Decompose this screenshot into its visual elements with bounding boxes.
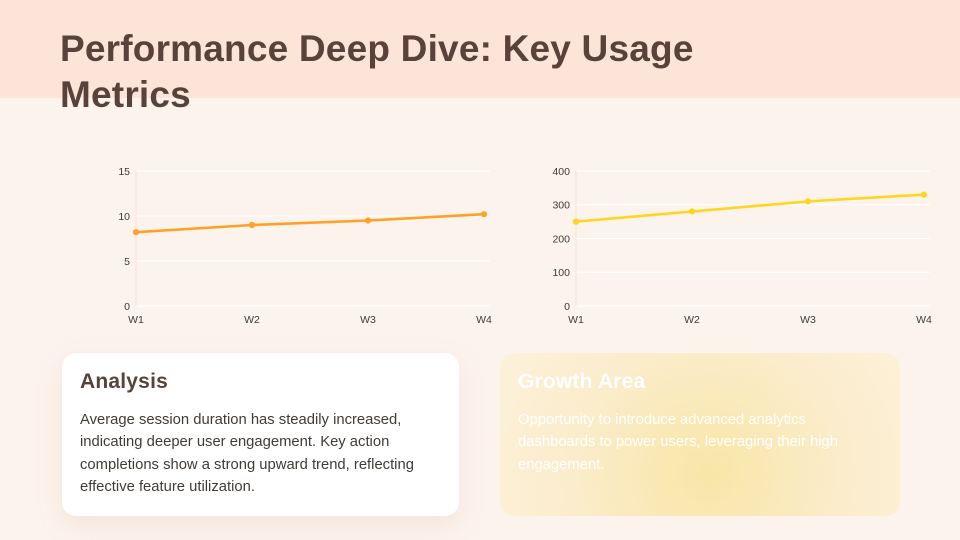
growth-area-card-heading: Growth Area: [518, 370, 646, 393]
data-point: [480, 211, 488, 218]
y-axis-tick-label: 0: [124, 301, 130, 313]
data-point: [920, 191, 928, 198]
x-axis-tick-label: W3: [360, 314, 376, 326]
data-point: [572, 218, 580, 225]
x-axis-tick-label: W2: [244, 314, 260, 326]
completions-line-chart-canvas: 0 100 200 300 400 W1 W2 W3 W4: [552, 166, 932, 326]
y-axis-tick-label: 10: [118, 211, 130, 223]
analysis-card: Analysis Average session duration has st…: [62, 353, 459, 516]
analysis-card-heading: Analysis: [80, 370, 168, 393]
data-point: [688, 208, 696, 215]
data-point: [132, 229, 140, 236]
growth-area-card-body: Opportunity to introduce advanced analyt…: [518, 412, 838, 473]
data-line: [574, 193, 926, 223]
analysis-card-body: Average session duration has steadily in…: [80, 412, 414, 496]
y-axis-tick-label: 300: [552, 200, 570, 212]
y-axis-tick-label: 15: [118, 166, 130, 178]
x-axis-tick-label: W1: [568, 314, 584, 326]
y-axis-tick-label: 400: [552, 166, 570, 178]
data-point: [804, 198, 812, 205]
sessions-line-chart-canvas: 0 5 10 15 W1 W2 W3 W4: [118, 166, 492, 326]
x-axis-tick-label: W4: [476, 314, 492, 326]
y-axis-tick-label: 5: [124, 256, 130, 268]
data-point: [248, 221, 256, 229]
completions-line-chart: 0 100 200 300 400 W1 W2 W3 W4: [540, 156, 940, 328]
data-point: [364, 217, 372, 224]
sessions-line-chart: 0 5 10 15 W1 W2 W3 W4: [100, 156, 500, 328]
x-axis-tick-label: W1: [128, 314, 144, 326]
x-axis-tick-label: W4: [916, 314, 932, 326]
y-axis-tick-label: 100: [552, 267, 570, 279]
data-line: [134, 212, 486, 234]
x-axis-tick-label: W2: [684, 314, 700, 326]
header-band: [0, 0, 960, 98]
x-axis-tick-label: W3: [800, 314, 816, 326]
y-axis-tick-label: 0: [564, 301, 570, 313]
page-title: Performance Deep Dive: Key Usage Metrics: [60, 28, 694, 115]
y-axis-tick-label: 200: [552, 233, 570, 245]
growth-area-card: Growth Area Opportunity to introduce adv…: [500, 353, 900, 516]
